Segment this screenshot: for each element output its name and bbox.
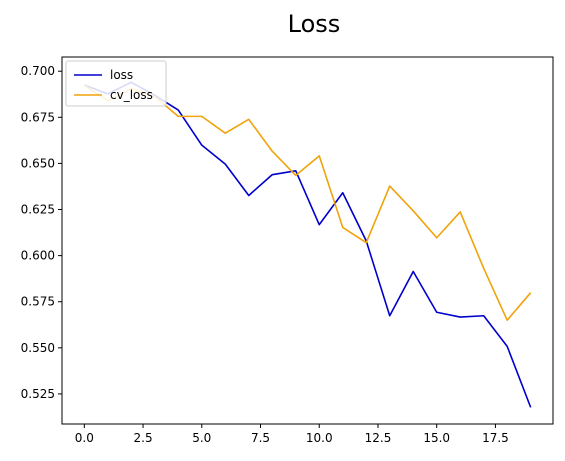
- plot-area: [62, 57, 553, 424]
- plot-frame: [61, 56, 554, 425]
- x-tick-label: 5.0: [192, 431, 211, 445]
- legend: loss cv_loss: [65, 60, 167, 107]
- x-tick-label: 12.5: [365, 431, 392, 445]
- x-tick-label: 15.0: [423, 431, 450, 445]
- x-tick-label: 17.5: [482, 431, 509, 445]
- y-tick-label: 0.550: [21, 341, 55, 355]
- x-axis: 0.0 2.5 5.0 7.5 10.0 12.5 15.0 17.5: [75, 424, 509, 445]
- y-tick-label: 0.525: [21, 387, 55, 401]
- y-tick-label: 0.575: [21, 295, 55, 309]
- y-tick-label: 0.700: [21, 64, 55, 78]
- x-tick-label: 7.5: [251, 431, 270, 445]
- y-axis: 0.525 0.550 0.575 0.600 0.625 0.650 0.675 0.700: [21, 64, 62, 401]
- x-tick-label: 10.0: [306, 431, 333, 445]
- y-tick-label: 0.650: [21, 156, 55, 170]
- y-tick-label: 0.625: [21, 203, 55, 217]
- chart-title: Loss: [288, 10, 341, 38]
- x-tick-label: 0.0: [75, 431, 94, 445]
- legend-label: cv_loss: [110, 88, 153, 102]
- legend-label: loss: [110, 68, 133, 82]
- y-tick-label: 0.675: [21, 110, 55, 124]
- y-tick-label: 0.600: [21, 249, 55, 263]
- x-tick-label: 2.5: [134, 431, 153, 445]
